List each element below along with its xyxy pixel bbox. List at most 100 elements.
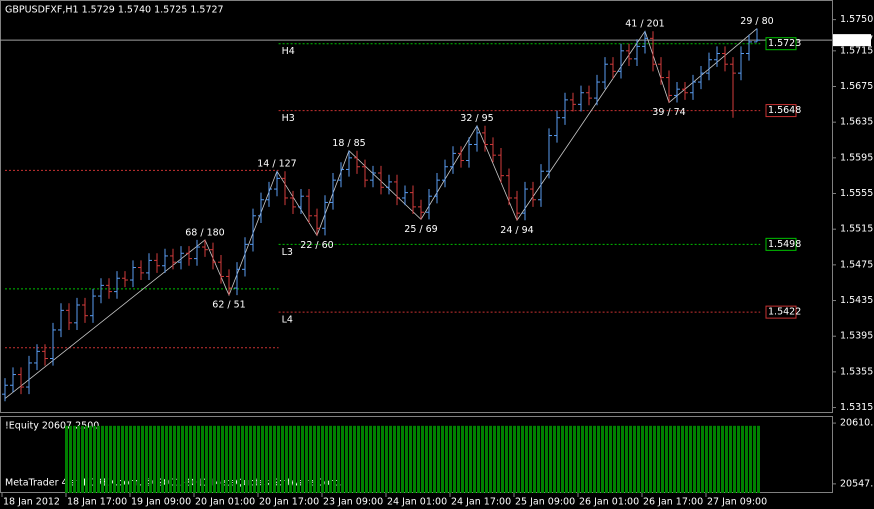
ohlc-bar [90, 288, 96, 323]
ohlc-bar [450, 146, 456, 174]
ohlc-bar [698, 65, 704, 90]
ohlc-bar [178, 246, 184, 270]
equity-bar [217, 425, 220, 493]
ohlc-bar [642, 31, 648, 54]
ohlc-bar [330, 173, 336, 210]
equity-bar [273, 425, 276, 493]
equity-bar [533, 425, 536, 493]
level-price-box [765, 305, 797, 319]
zigzag-label: 18 / 85 [332, 138, 365, 149]
ohlc-bar [650, 31, 656, 72]
equity-bar [301, 425, 304, 493]
ohlc-bar [234, 262, 240, 296]
level-price: 1.5422 [768, 307, 801, 318]
equity-bar [665, 425, 668, 493]
ohlc-bar [50, 322, 56, 366]
equity-bar [77, 425, 80, 493]
ohlc-bar [114, 271, 120, 299]
equity-bar [421, 425, 424, 493]
equity-bar [601, 425, 604, 493]
equity-bar [337, 425, 340, 493]
ohlc-bar [610, 57, 616, 79]
equity-bar [89, 425, 92, 493]
ohlc-bar [490, 137, 496, 163]
equity-bar [605, 425, 608, 493]
equity-bar [129, 425, 132, 493]
y-tick-label: 1.5635 [840, 117, 873, 128]
equity-bar [413, 425, 416, 493]
ohlc-bar [346, 150, 352, 177]
equity-bar [537, 425, 540, 493]
equity-bar [457, 425, 460, 493]
equity-bar [333, 425, 336, 493]
equity-bar [525, 425, 528, 493]
equity-bar [445, 425, 448, 493]
y-tick-label: 1.5715 [840, 45, 873, 56]
ohlc-bar [218, 255, 224, 284]
ohlc-bar [210, 242, 216, 270]
ohlc-bar [242, 237, 248, 277]
equity-bar [205, 425, 208, 493]
x-tick-label: 25 Jan 09:00 [515, 497, 575, 508]
equity-bar [293, 425, 296, 493]
equity-bar [757, 425, 760, 493]
zigzag-label: 14 / 127 [257, 159, 296, 170]
equity-bar [225, 425, 228, 493]
equity-bar [449, 425, 452, 493]
equity-tick-label: 20610.1 [840, 418, 874, 429]
ohlc-bar [106, 278, 112, 299]
equity-bar [117, 425, 120, 493]
zigzag-label: 22 / 60 [300, 240, 333, 251]
x-tick-label: 18 Jan 17:00 [67, 497, 127, 508]
equity-bar [489, 425, 492, 493]
equity-bar [377, 425, 380, 493]
ohlc-bar [738, 46, 744, 81]
equity-bar [625, 425, 628, 493]
equity-bar [673, 425, 676, 493]
ohlc-bar [730, 57, 736, 118]
ohlc-bar [138, 260, 144, 281]
zigzag-label: 32 / 95 [460, 113, 493, 124]
equity-bar [485, 425, 488, 493]
ohlc-bar [626, 43, 632, 66]
y-tick-label: 1.5675 [840, 81, 873, 92]
equity-bar [693, 425, 696, 493]
equity-bar [97, 425, 100, 493]
equity-bar [645, 425, 648, 493]
ohlc-bar [426, 189, 432, 220]
zigzag-label: 39 / 74 [652, 107, 685, 118]
x-tick-label: 26 Jan 17:00 [643, 497, 703, 508]
y-tick-label: 1.5750 [840, 14, 873, 25]
equity-bar [649, 425, 652, 493]
equity-bar [153, 425, 156, 493]
equity-bar [581, 425, 584, 493]
y-tick-label: 1.5355 [840, 366, 873, 377]
equity-bar [609, 425, 612, 493]
ohlc-bar [394, 174, 400, 206]
equity-bar [385, 425, 388, 493]
equity-bar [81, 425, 84, 493]
equity-bar [241, 425, 244, 493]
ohlc-bar [186, 246, 192, 266]
ohlc-bar [338, 162, 344, 188]
equity-bar [277, 425, 280, 493]
x-tick-label: 20 Jan 01:00 [195, 497, 255, 508]
equity-bar [617, 425, 620, 493]
equity-bar [501, 425, 504, 493]
y-tick-label: 1.5515 [840, 224, 873, 235]
equity-bar [137, 425, 140, 493]
equity-bar [289, 425, 292, 493]
equity-bar [561, 425, 564, 493]
equity-bar [497, 425, 500, 493]
equity-bar [73, 425, 76, 493]
equity-bar [85, 425, 88, 493]
equity-bar [705, 425, 708, 493]
ohlc-bar [314, 208, 320, 236]
ohlc-bar [290, 190, 296, 215]
equity-bar [709, 425, 712, 493]
ohlc-bar [442, 159, 448, 188]
y-tick-label: 1.5595 [840, 152, 873, 163]
ohlc-bar [122, 271, 128, 288]
equity-bar [181, 425, 184, 493]
equity-bar [557, 425, 560, 493]
